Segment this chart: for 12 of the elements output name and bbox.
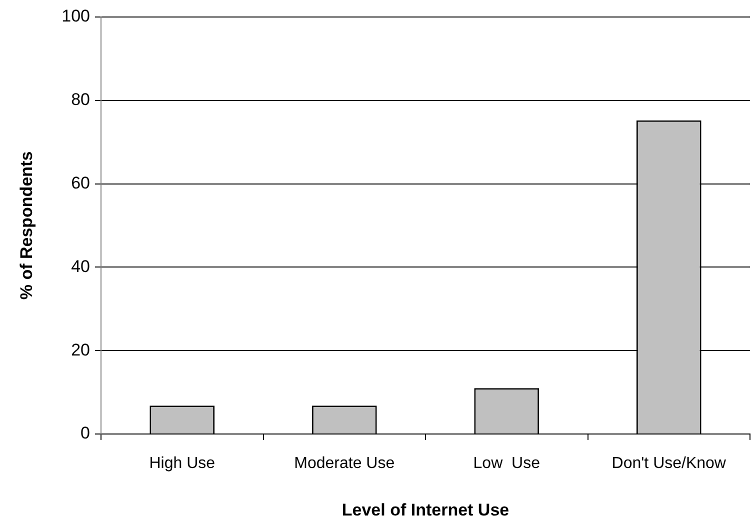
y-tick-label: 60	[71, 173, 90, 192]
x-tick-label: High Use	[149, 455, 216, 472]
x-tick-label: Moderate Use	[294, 455, 395, 472]
y-tick-label: 0	[80, 424, 90, 443]
x-tick-label: Don't Use/Know	[612, 455, 726, 472]
x-tick-label: Low Use	[473, 455, 540, 472]
x-axis-title: Level of Internet Use	[342, 500, 510, 520]
y-tick-label: 40	[71, 256, 90, 276]
y-tick-label: 20	[71, 340, 90, 360]
y-tick-label: 80	[71, 90, 90, 110]
y-tick-label: 100	[62, 6, 90, 26]
y-axis-title: % of Respondents	[16, 151, 36, 300]
